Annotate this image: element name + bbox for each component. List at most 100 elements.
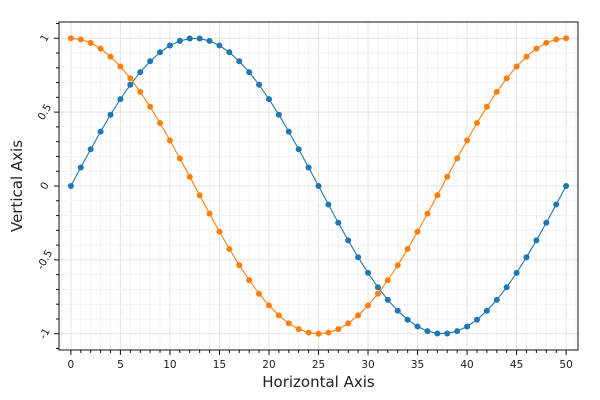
data-point (473, 316, 480, 323)
series-layer (67, 35, 570, 337)
data-point (543, 219, 550, 226)
data-point (246, 277, 253, 284)
data-point (365, 302, 372, 309)
x-axis-label: Horizontal Axis (262, 373, 375, 391)
data-point (394, 262, 401, 269)
data-point (493, 88, 500, 95)
data-point (553, 201, 560, 208)
x-tick-label: 15 (213, 359, 226, 371)
x-tick-label: 35 (411, 359, 424, 371)
data-point (216, 42, 223, 49)
data-point (533, 45, 540, 52)
data-point (464, 323, 471, 330)
y-tick-label: 0 (38, 180, 52, 192)
data-point (117, 63, 124, 70)
data-point (166, 137, 173, 144)
data-point (97, 45, 104, 52)
data-point (444, 330, 451, 337)
data-point (315, 330, 322, 337)
data-point (513, 269, 520, 276)
data-point (454, 155, 461, 162)
data-point (275, 111, 282, 118)
data-point (473, 120, 480, 127)
data-point (196, 192, 203, 199)
data-point (226, 245, 233, 252)
data-point (414, 323, 421, 330)
data-point (295, 326, 302, 333)
data-point (137, 88, 144, 95)
data-point (394, 307, 401, 314)
data-point (236, 262, 243, 269)
data-point (305, 164, 312, 171)
data-point (434, 330, 441, 337)
data-point (414, 228, 421, 235)
data-point (503, 284, 510, 291)
data-point (157, 49, 164, 56)
series-1 (67, 35, 570, 337)
data-point (384, 277, 391, 284)
data-point (246, 69, 253, 76)
data-point (325, 329, 332, 336)
series-2 (67, 35, 570, 337)
data-point (107, 53, 114, 60)
y-tick-label: -1 (37, 326, 53, 341)
data-point (523, 254, 530, 261)
data-point (147, 58, 154, 65)
data-point (325, 201, 332, 208)
data-point (77, 164, 84, 171)
data-point (226, 49, 233, 56)
data-point (404, 245, 411, 252)
x-tick-label: 30 (361, 359, 374, 371)
data-point (236, 58, 243, 65)
x-tick-label: 45 (510, 359, 523, 371)
data-point (67, 35, 74, 42)
data-point (196, 35, 203, 42)
x-tick-label: 40 (460, 359, 473, 371)
data-point (365, 269, 372, 276)
data-point (216, 228, 223, 235)
data-point (533, 237, 540, 244)
data-point (206, 210, 213, 217)
data-point (67, 183, 74, 189)
data-point (87, 39, 94, 46)
data-point (77, 36, 84, 43)
data-point (384, 296, 391, 303)
x-tick-label: 0 (68, 359, 75, 371)
data-point (127, 75, 134, 82)
data-point (335, 219, 342, 226)
data-point (157, 120, 164, 127)
data-point (87, 146, 94, 153)
data-point (493, 296, 500, 303)
data-point (553, 36, 560, 43)
data-point (285, 320, 292, 327)
data-point (464, 137, 471, 144)
grid (59, 22, 578, 350)
data-point (186, 173, 193, 180)
data-point (275, 312, 282, 319)
data-point (166, 42, 173, 49)
data-point (315, 183, 322, 189)
data-point (345, 237, 352, 244)
data-point (563, 183, 570, 189)
data-point (355, 254, 362, 261)
data-point (285, 128, 292, 135)
data-point (374, 284, 381, 291)
data-point (186, 35, 193, 42)
data-point (256, 81, 263, 88)
y-tick-label: 1 (38, 32, 52, 44)
data-point (404, 316, 411, 323)
data-point (137, 69, 144, 76)
y-axis-label: Vertical Axis (8, 140, 26, 232)
data-point (543, 39, 550, 46)
data-point (265, 302, 272, 309)
data-point (424, 210, 431, 217)
data-point (107, 111, 114, 118)
data-point (454, 328, 461, 335)
data-point (335, 326, 342, 333)
data-point (563, 35, 570, 42)
data-point (127, 81, 134, 88)
x-tick-label: 5 (117, 359, 124, 371)
